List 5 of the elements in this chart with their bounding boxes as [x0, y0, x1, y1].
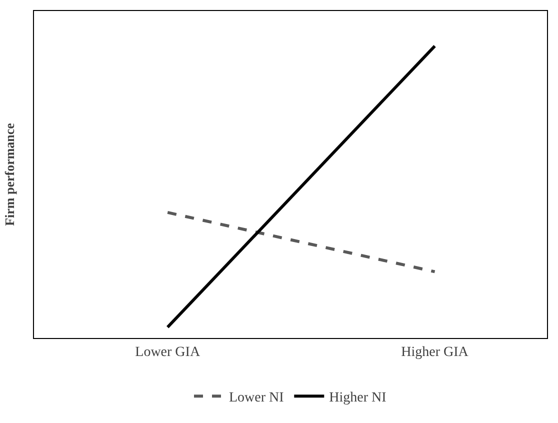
legend-label: Higher NI	[329, 390, 387, 406]
legend-label: Lower NI	[229, 390, 284, 406]
x-tick-label: Lower GIA	[135, 344, 201, 360]
x-tick-label: Higher GIA	[401, 344, 470, 360]
y-axis-title: Firm performance	[2, 122, 17, 226]
